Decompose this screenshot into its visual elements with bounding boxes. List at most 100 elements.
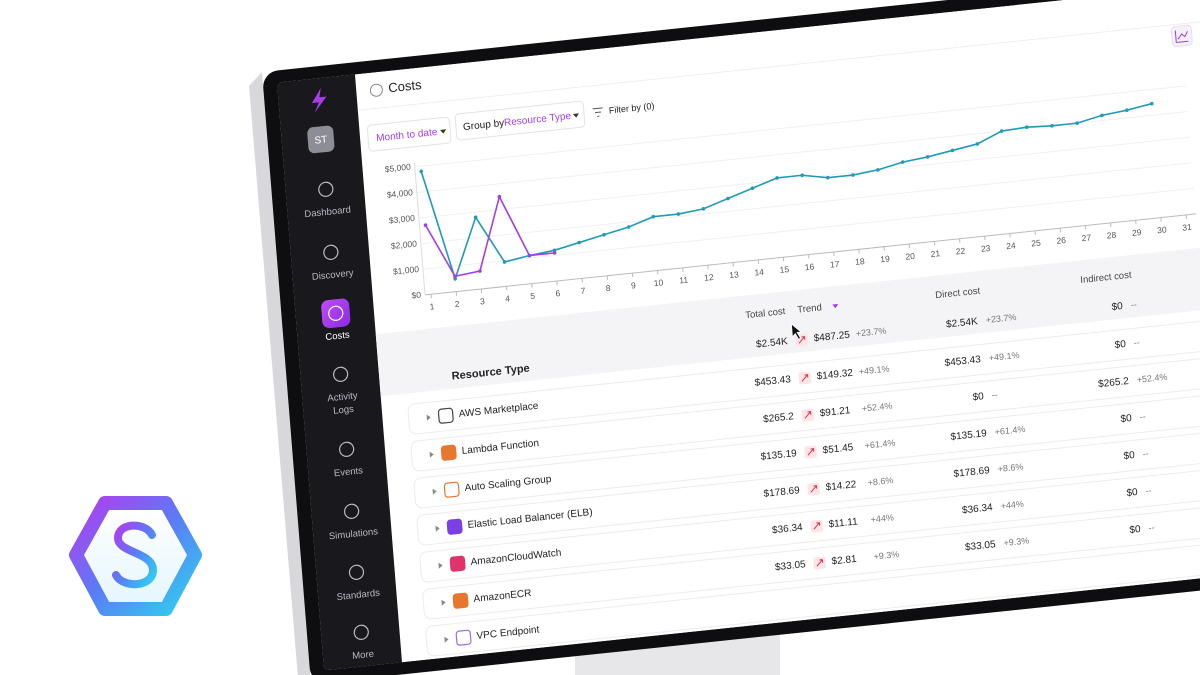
sidebar-item[interactable]: Events <box>332 441 364 480</box>
grid-line <box>418 136 1190 219</box>
direct-pct: +61.4% <box>994 424 1026 437</box>
table-header-band <box>375 238 1200 397</box>
sidebar-item[interactable]: More <box>350 624 374 662</box>
series-point <box>626 225 631 229</box>
x-tick-label: 1 <box>429 301 435 311</box>
grid-line <box>422 187 1195 270</box>
table-row[interactable]: Elastic Load Balancer (ELB)$178.69 $14.22… <box>416 421 1200 546</box>
group-by-button[interactable] <box>454 100 586 141</box>
direct-pct: -- <box>991 389 998 400</box>
series-point <box>552 251 557 255</box>
trend-value: $487.25 <box>813 330 850 345</box>
x-tick-label: 24 <box>1006 240 1016 251</box>
header-divider <box>357 14 1200 111</box>
date-range-button[interactable] <box>366 116 452 152</box>
series-point <box>453 274 457 279</box>
x-tick-label: 10 <box>653 277 663 288</box>
column-header: Total cost <box>745 306 786 321</box>
x-tick-label: 8 <box>605 283 611 293</box>
sidebar-label: Events <box>334 465 364 479</box>
x-tick-label: 22 <box>955 246 965 257</box>
chart-toggle[interactable] <box>1170 24 1193 48</box>
table-row[interactable]: Lambda Function$265.2 $91.21 +52.4%$0 --$26… <box>410 347 1200 472</box>
series-point <box>1100 113 1104 118</box>
trend-pct: +52.4% <box>861 401 893 414</box>
total-cost: $33.05 <box>775 559 807 573</box>
resource-icon <box>452 592 469 609</box>
trend-value: $91.21 <box>819 405 851 419</box>
series-point <box>1024 125 1029 129</box>
sidebar-icon <box>348 564 365 580</box>
x-tick-label: 15 <box>779 264 789 275</box>
trend-pct: +8.6% <box>867 475 894 488</box>
indirect-cost: $0 <box>1123 450 1135 462</box>
row-card <box>410 347 1200 472</box>
trend-pct: +9.3% <box>873 549 900 562</box>
indirect-cost: $0 <box>1126 487 1138 499</box>
avatar-initials: ST <box>314 134 328 146</box>
x-tick-label: 11 <box>679 275 689 286</box>
total-cost: $178.69 <box>763 485 800 500</box>
resource-icon <box>446 518 463 535</box>
sidebar-icon <box>328 305 344 321</box>
row-card <box>416 421 1200 546</box>
total-cost: $36.34 <box>772 522 804 536</box>
series-point <box>497 194 502 199</box>
app-logo <box>311 88 327 113</box>
sidebar-item[interactable]: Standards <box>334 563 381 603</box>
total-cost: $453.43 <box>754 374 791 389</box>
sidebar-icon <box>339 441 355 457</box>
filter-button[interactable]: Filter by (0) <box>609 101 655 116</box>
table-row[interactable]: AmazonECR$33.05 $2.81 +9.3%$33.05 +9.3%$0 -- <box>422 495 1200 620</box>
sidebar-icon <box>333 366 349 382</box>
sidebar-label: Activity <box>327 390 358 404</box>
series-point <box>419 169 424 174</box>
grid-line <box>420 162 1192 245</box>
grid-line <box>425 213 1197 296</box>
sidebar-icon <box>318 181 334 197</box>
dollar-badge <box>69 496 202 616</box>
indirect-pct: -- <box>1139 411 1146 422</box>
trend-value: $14.22 <box>825 479 857 493</box>
series-point <box>1075 121 1079 125</box>
indirect-pct: -- <box>1148 522 1155 533</box>
table-row[interactable]: AWS Marketplace$453.43 $149.32 +49.1%$453.… <box>407 310 1200 435</box>
caret <box>440 129 447 134</box>
sidebar-item[interactable]: Simulations <box>327 502 379 543</box>
row-card <box>425 532 1200 657</box>
x-tick-label: 2 <box>454 299 460 309</box>
page-title: Costs <box>388 77 423 95</box>
trend-arrow <box>801 374 809 382</box>
trend-value: $51.45 <box>822 442 854 456</box>
table-row[interactable]: VPC Endpoint <box>425 532 1200 657</box>
trend-arrow <box>807 448 815 456</box>
sidebar-item[interactable]: Costs <box>321 298 352 343</box>
avatar <box>307 125 335 154</box>
sidebar-item[interactable]: Dashboard <box>302 180 351 220</box>
trend-pct: +23.7% <box>855 326 887 339</box>
chart-toggle-icon <box>1174 30 1189 44</box>
indirect-cost: $265.2 <box>1098 376 1130 390</box>
costs-icon <box>369 83 383 97</box>
sidebar-label: More <box>352 649 375 662</box>
table-row[interactable]: AmazonCloudWatch$36.34 $11.11 +44%$36.34 +4… <box>419 458 1200 583</box>
total-cost: $135.19 <box>760 448 797 463</box>
direct-cost: $135.19 <box>950 428 987 443</box>
sidebar-item[interactable]: Discovery <box>309 243 354 283</box>
trend-value: $149.32 <box>816 368 853 383</box>
trend-pct: +61.4% <box>864 438 896 451</box>
monitor-side <box>249 72 311 675</box>
x-tick-label: 6 <box>555 288 561 298</box>
direct-cost: $0 <box>972 391 984 403</box>
row-card <box>419 458 1200 583</box>
x-tick-label: 28 <box>1106 230 1116 241</box>
grid-line <box>414 85 1186 168</box>
column-header[interactable]: Trend <box>797 302 822 316</box>
table-row[interactable]: Auto Scaling Group$135.19 $51.45 +61.4%$13… <box>413 384 1200 509</box>
x-tick-label: 14 <box>754 267 764 278</box>
series-point <box>851 173 855 177</box>
